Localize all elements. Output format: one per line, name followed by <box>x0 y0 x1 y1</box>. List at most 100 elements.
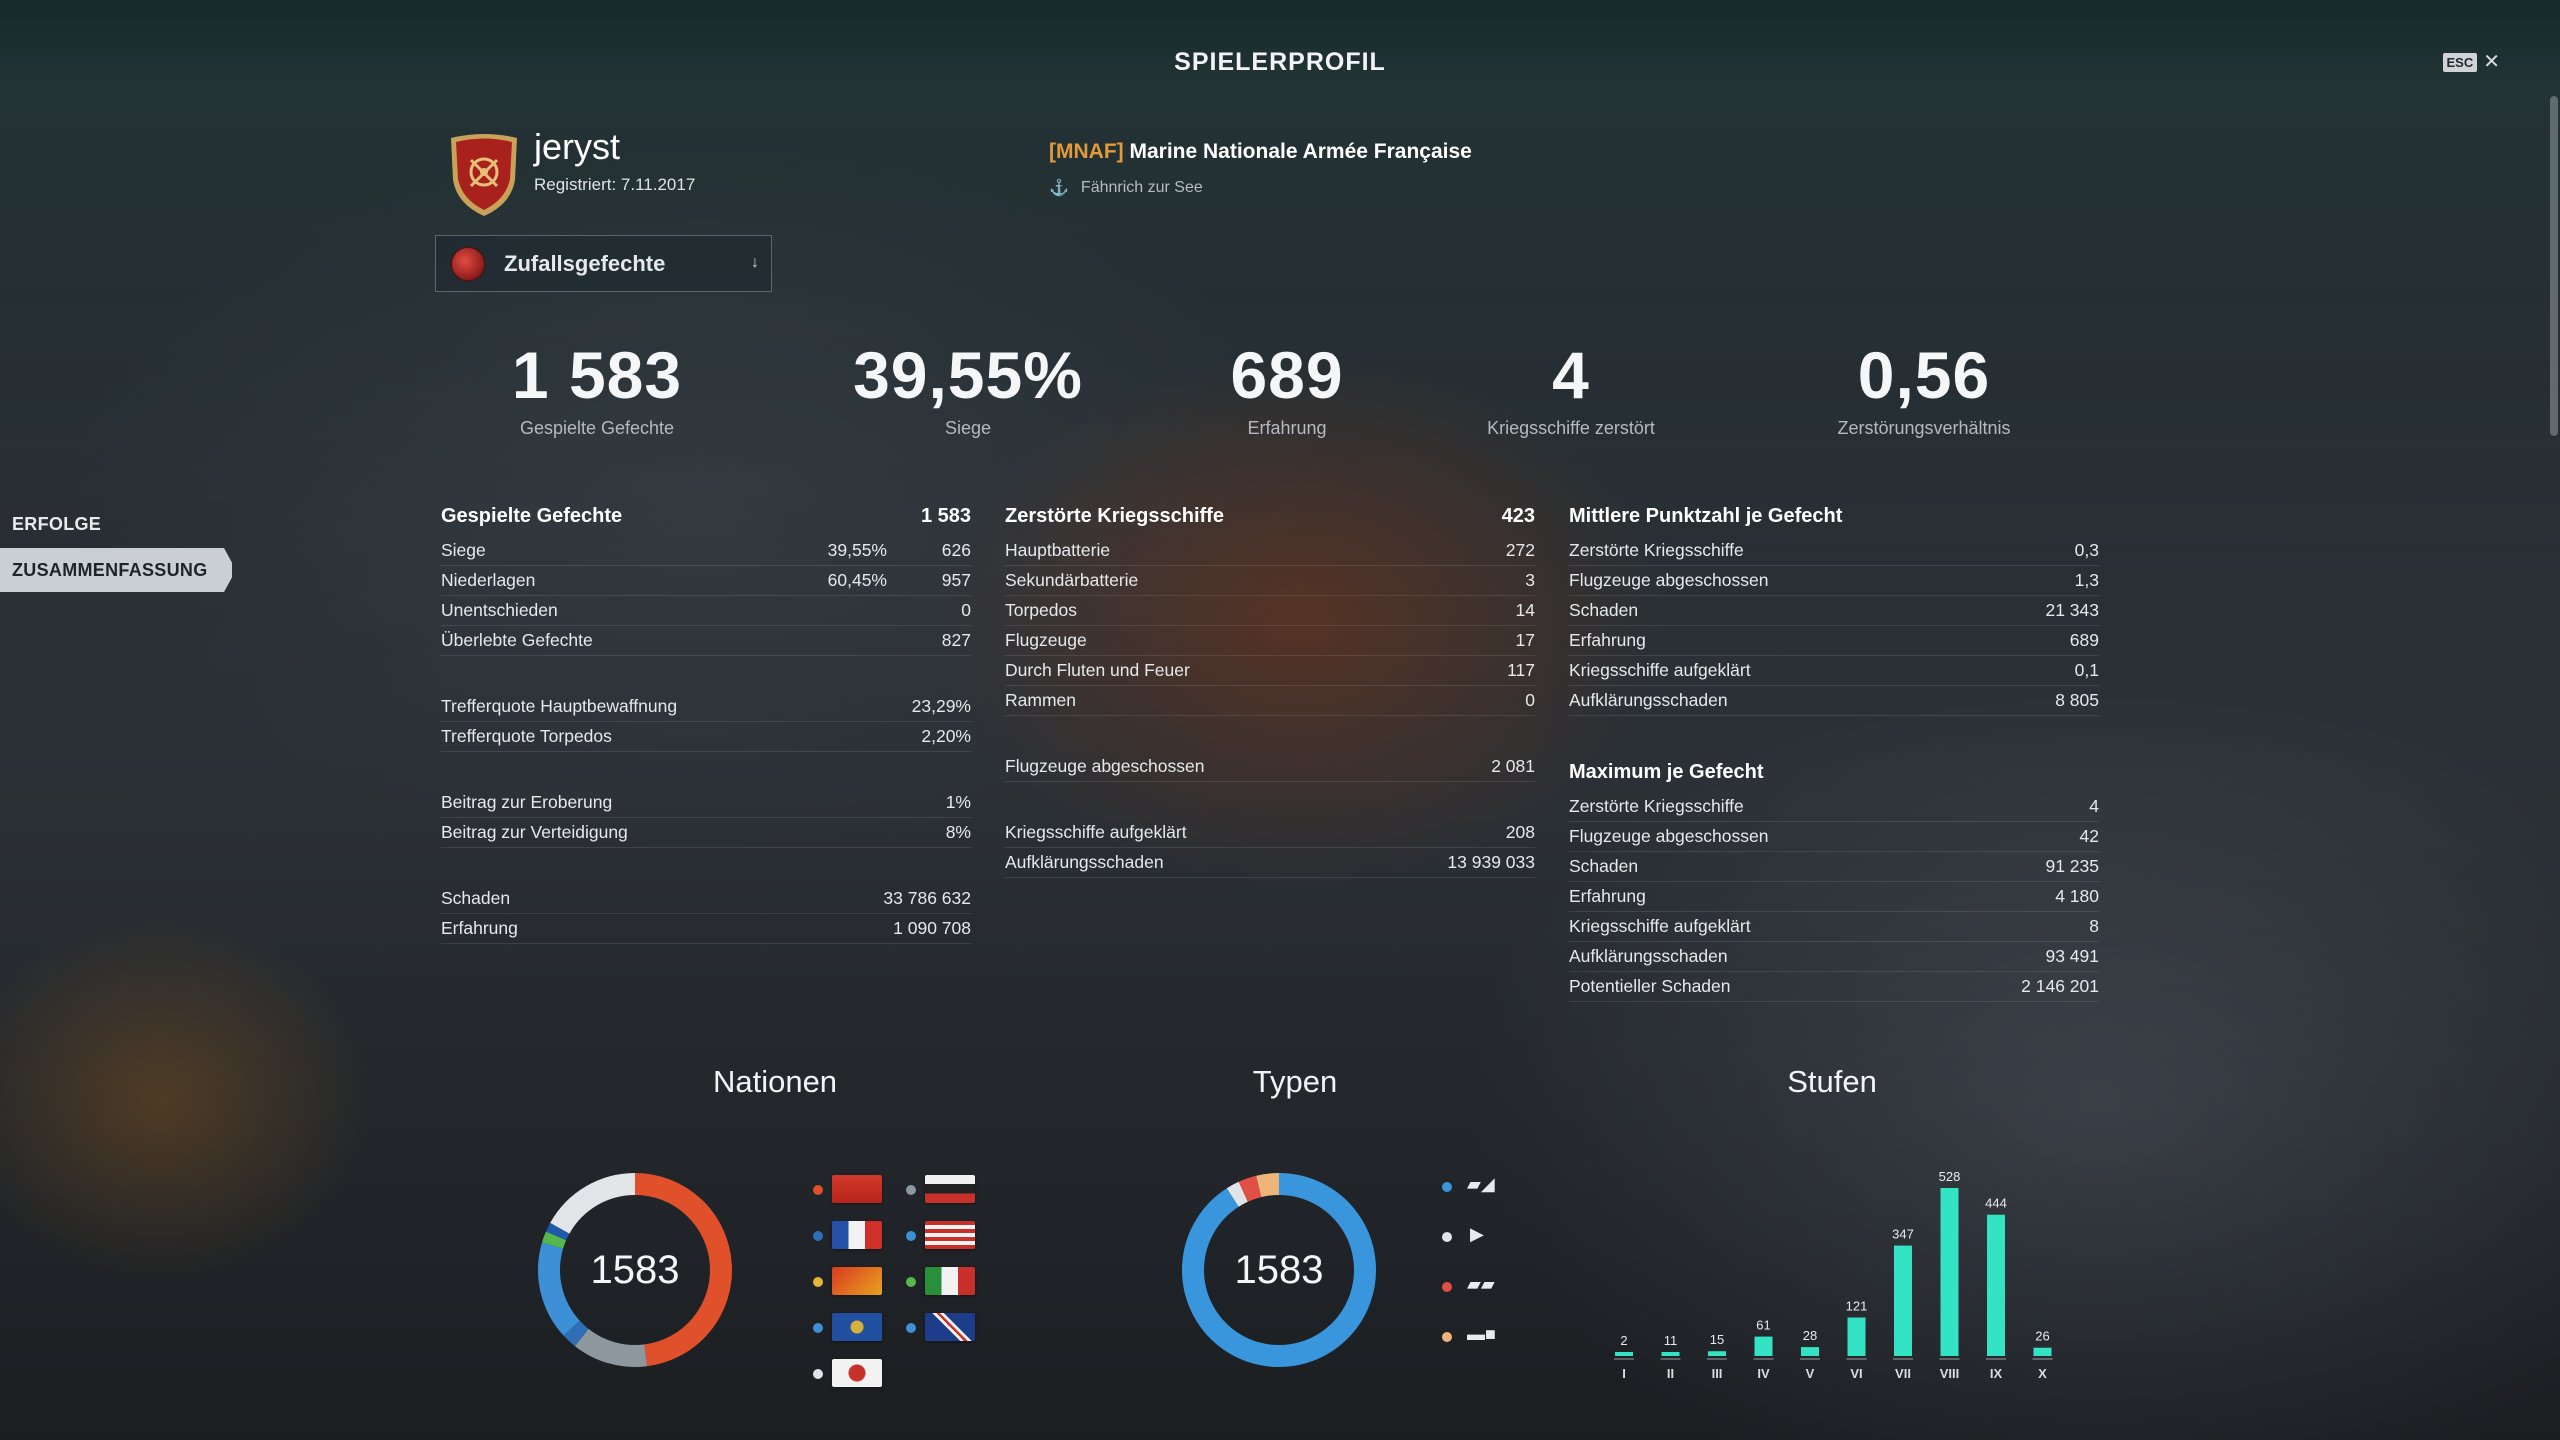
row-label: Sekundärbatterie <box>1005 570 1139 590</box>
table-row: Niederlagen 60,45% 957 <box>441 566 971 596</box>
table-row: Aufklärungsschaden 93 491 <box>1569 942 2099 972</box>
scrollbar[interactable] <box>2550 96 2558 436</box>
tier-value-label: 528 <box>1939 1169 1961 1184</box>
tier-bar[interactable] <box>1661 1352 1680 1356</box>
row-label: Kriegsschiffe aufgeklärt <box>1569 916 1751 936</box>
legend-dot <box>813 1185 823 1195</box>
table-row: Schaden 21 343 <box>1569 596 2099 626</box>
row-label: Durch Fluten und Feuer <box>1005 660 1190 680</box>
row-label: Schaden <box>1569 856 1639 876</box>
table-row: Kriegsschiffe aufgeklärt 8 <box>1569 912 2099 942</box>
usa-flag-icon[interactable] <box>925 1221 975 1249</box>
nations-donut-chart[interactable]: 1583 <box>530 1165 740 1375</box>
uk-flag-icon[interactable] <box>925 1313 975 1341</box>
japan-flag-icon[interactable] <box>832 1359 882 1387</box>
china-flag-icon[interactable] <box>832 1175 882 1203</box>
table-row: Erfahrung 1 090 708 <box>441 914 971 944</box>
row-value: 827 <box>941 630 971 650</box>
table-title: Zerstörte Kriegsschiffe <box>1005 504 1224 527</box>
chevron-down-icon[interactable]: ↓ <box>751 254 759 271</box>
nations-segment[interactable] <box>550 1173 636 1234</box>
row-label: Torpedos <box>1005 600 1077 620</box>
tier-bar[interactable] <box>1801 1347 1819 1356</box>
row-value: 0 <box>1525 690 1535 710</box>
row-value: 957 <box>941 570 971 590</box>
tier-bar[interactable] <box>1987 1214 2005 1356</box>
france-flag-icon[interactable] <box>832 1221 882 1249</box>
row-label: Erfahrung <box>1569 630 1646 650</box>
row-value: 4 <box>2089 796 2099 816</box>
types-segment[interactable] <box>1226 1181 1248 1207</box>
tier-bar[interactable] <box>1847 1317 1866 1357</box>
table-row: Kriegsschiffe aufgeklärt 0,1 <box>1569 656 2099 686</box>
cruiser-icon[interactable]: ▶ <box>1470 1224 1484 1244</box>
nations-segment[interactable] <box>574 1328 648 1367</box>
nations-segment[interactable] <box>563 1320 589 1347</box>
table-row: Unentschieden 0 <box>441 596 971 626</box>
row-label: Flugzeuge <box>1005 630 1087 650</box>
row-value: 2 146 201 <box>2021 976 2099 996</box>
stat-value: 4 <box>1552 338 1590 412</box>
tier-tick-label: VII <box>1895 1366 1911 1381</box>
nations-segment[interactable] <box>545 1222 570 1241</box>
table-row: Aufklärungsschaden 13 939 033 <box>1005 848 1535 878</box>
row-label: Trefferquote Hauptbewaffnung <box>441 696 678 716</box>
table-row: Torpedos 14 <box>1005 596 1535 626</box>
tab-erfolge[interactable]: ERFOLGE <box>0 502 232 546</box>
row-label: Zerstörte Kriegsschiffe <box>1569 540 1744 560</box>
tier-tick-label: IV <box>1757 1366 1770 1381</box>
row-label: Aufklärungsschaden <box>1569 946 1728 966</box>
tier-bar[interactable] <box>1615 1352 1633 1356</box>
tier-bar[interactable] <box>1894 1245 1912 1356</box>
row-value: 1,3 <box>2074 570 2099 590</box>
row-value: 21 343 <box>2045 600 2099 620</box>
close-icon[interactable]: ✕ <box>2483 51 2500 73</box>
row-label: Aufklärungsschaden <box>1005 852 1164 872</box>
types-segment[interactable] <box>1182 1173 1376 1367</box>
tier-tick-label: III <box>1712 1366 1723 1381</box>
clan-info[interactable]: [MNAF] Marine Nationale Armée Française <box>1049 140 1472 164</box>
table-row: Erfahrung 689 <box>1569 626 2099 656</box>
average-table: Mittlere Punktzahl je Gefecht Zerstörte … <box>1569 496 2099 1002</box>
row-label: Aufklärungsschaden <box>1569 690 1728 710</box>
nations-segment[interactable] <box>538 1242 581 1336</box>
row-label: Flugzeuge abgeschossen <box>1005 756 1205 776</box>
table-row: Zerstörte Kriegsschiffe 4 <box>1569 792 2099 822</box>
clan-rank: ⚓ Fähnrich zur See <box>1049 178 1203 198</box>
tier-bar[interactable] <box>1754 1336 1773 1356</box>
table-row: Flugzeuge abgeschossen 42 <box>1569 822 2099 852</box>
pan-asia-flag-icon[interactable] <box>832 1267 882 1295</box>
tier-bar[interactable] <box>1940 1188 1959 1356</box>
row-value: 117 <box>1507 660 1535 680</box>
nations-segment[interactable] <box>542 1231 567 1249</box>
tab-zusammenfassung[interactable]: ZUSAMMENFASSUNG <box>0 548 232 592</box>
clan-name[interactable]: Marine Nationale Armée Française <box>1129 140 1472 163</box>
aircraft-carrier-icon[interactable]: ▬■ <box>1467 1324 1496 1344</box>
commonwealth-flag-icon[interactable] <box>832 1313 882 1341</box>
close-button[interactable]: ESC ✕ <box>2442 51 2500 73</box>
player-emblem-icon <box>451 134 517 216</box>
destroyer-icon[interactable]: ▰◢ <box>1467 1174 1495 1194</box>
row-label: Erfahrung <box>1569 886 1646 906</box>
clan-tag[interactable]: [MNAF] <box>1049 140 1124 163</box>
row-label: Hauptbatterie <box>1005 540 1111 560</box>
germany-flag-icon[interactable] <box>925 1175 975 1203</box>
nations-segment[interactable] <box>634 1173 732 1367</box>
battleship-icon[interactable]: ▰▰ <box>1467 1274 1495 1294</box>
tier-bar[interactable] <box>1708 1351 1726 1356</box>
tier-bar[interactable] <box>2033 1347 2052 1356</box>
row-value: 93 491 <box>2045 946 2099 966</box>
row-value: 689 <box>2069 630 2099 650</box>
battle-mode-dropdown[interactable]: Zufallsgefechte ↓ <box>435 235 772 292</box>
types-segment[interactable] <box>1238 1175 1262 1202</box>
tier-value-label: 15 <box>1710 1332 1724 1347</box>
tier-value-label: 444 <box>1985 1196 2007 1211</box>
row-value: 208 <box>1505 822 1535 842</box>
row-value: 2,20% <box>921 726 971 746</box>
row-label: Kriegsschiffe aufgeklärt <box>1569 660 1751 680</box>
row-value: 13 939 033 <box>1447 852 1535 872</box>
nations-title: Nationen <box>712 1064 838 1099</box>
types-donut-chart[interactable]: 1583 <box>1174 1165 1384 1375</box>
types-segment[interactable] <box>1256 1173 1280 1198</box>
italy-flag-icon[interactable] <box>925 1267 975 1295</box>
